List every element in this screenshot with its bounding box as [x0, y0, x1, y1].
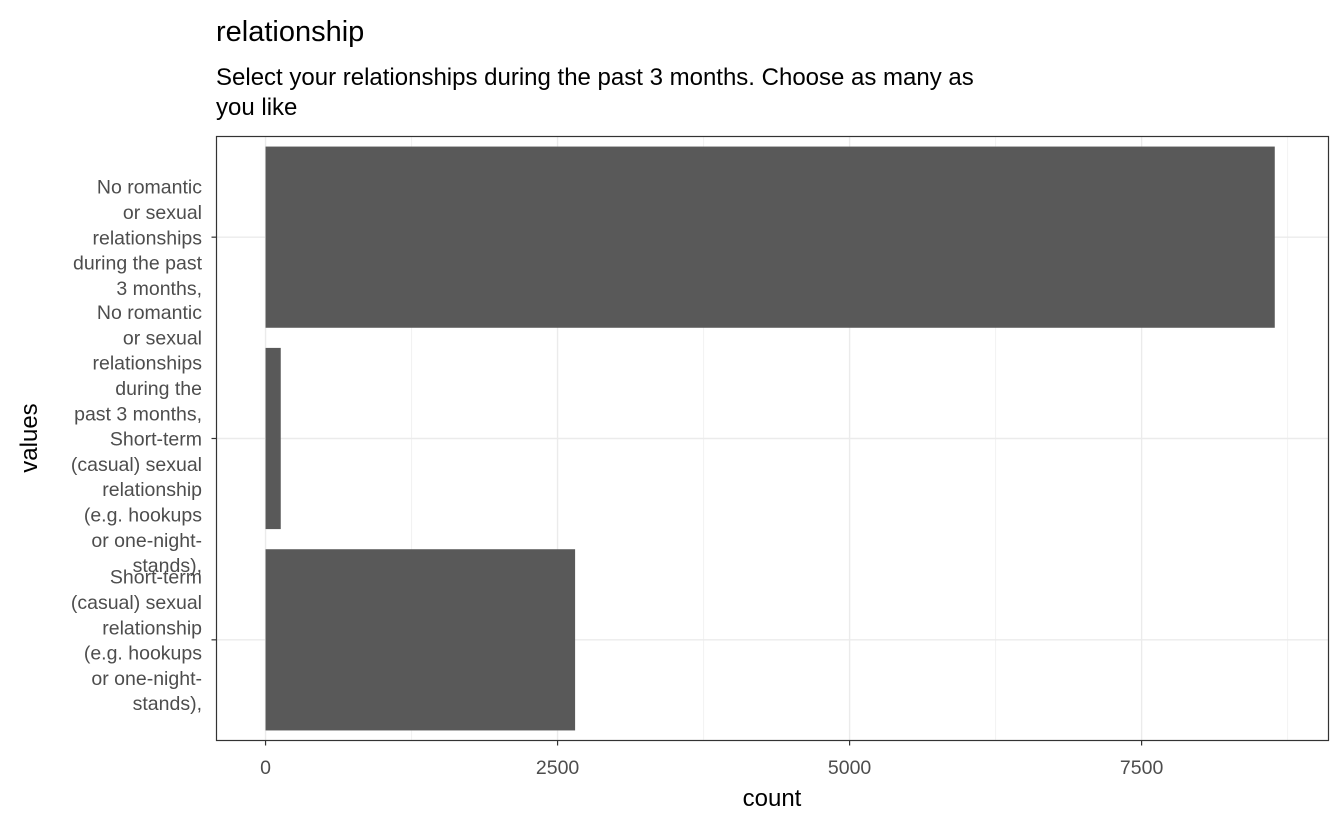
chart-subtitle-line-2: you like: [216, 94, 297, 121]
x-tick-label: 7500: [1120, 757, 1164, 779]
y-tick-label: (e.g. hookups: [84, 643, 202, 665]
x-axis: 0 2500 5000 7500: [260, 740, 1164, 779]
y-tick-label: relationships: [93, 353, 203, 375]
y-tick-label: Short-term: [110, 567, 202, 589]
y-axis: Short-term (casual) sexual relationship (e.…: [71, 177, 217, 715]
y-tick-label: or one-night-: [91, 668, 202, 690]
x-tick-label: 0: [260, 757, 271, 779]
x-tick-label: 2500: [536, 757, 580, 779]
bars: [265, 146, 1275, 731]
chart-subtitle-line-1: Select your relationships during the pas…: [216, 64, 974, 91]
y-axis-title: values: [16, 403, 43, 472]
chart-title: relationship: [216, 16, 364, 48]
bar: [265, 146, 1275, 328]
x-tick-label: 5000: [828, 757, 872, 779]
y-tick-label: (casual) sexual: [71, 592, 202, 614]
y-tick-label: Short-term: [110, 429, 202, 451]
y-tick-label: (casual) sexual: [71, 454, 202, 476]
y-tick-label: during the past: [73, 253, 203, 275]
y-tick-label: or sexual: [123, 202, 202, 224]
bar: [265, 549, 576, 731]
y-tick-label: relationship: [102, 617, 202, 639]
y-tick-label: stands),: [133, 693, 202, 715]
y-tick-label: 3 months,: [116, 278, 202, 300]
y-tick-label: during the: [115, 378, 202, 400]
y-tick-label: No romantic: [97, 177, 202, 199]
y-tick-label: stands),: [133, 555, 202, 577]
y-tick-label: relationships: [93, 227, 203, 249]
y-tick-label: (e.g. hookups: [84, 504, 202, 526]
y-tick-label: or one-night-: [91, 530, 202, 552]
y-tick-label: relationship: [102, 479, 202, 501]
bar: [265, 347, 281, 530]
x-axis-title: count: [743, 785, 802, 812]
y-tick-label: past 3 months,: [74, 403, 202, 425]
y-tick-label: or sexual: [123, 327, 202, 349]
y-tick-label: No romantic: [97, 302, 202, 324]
